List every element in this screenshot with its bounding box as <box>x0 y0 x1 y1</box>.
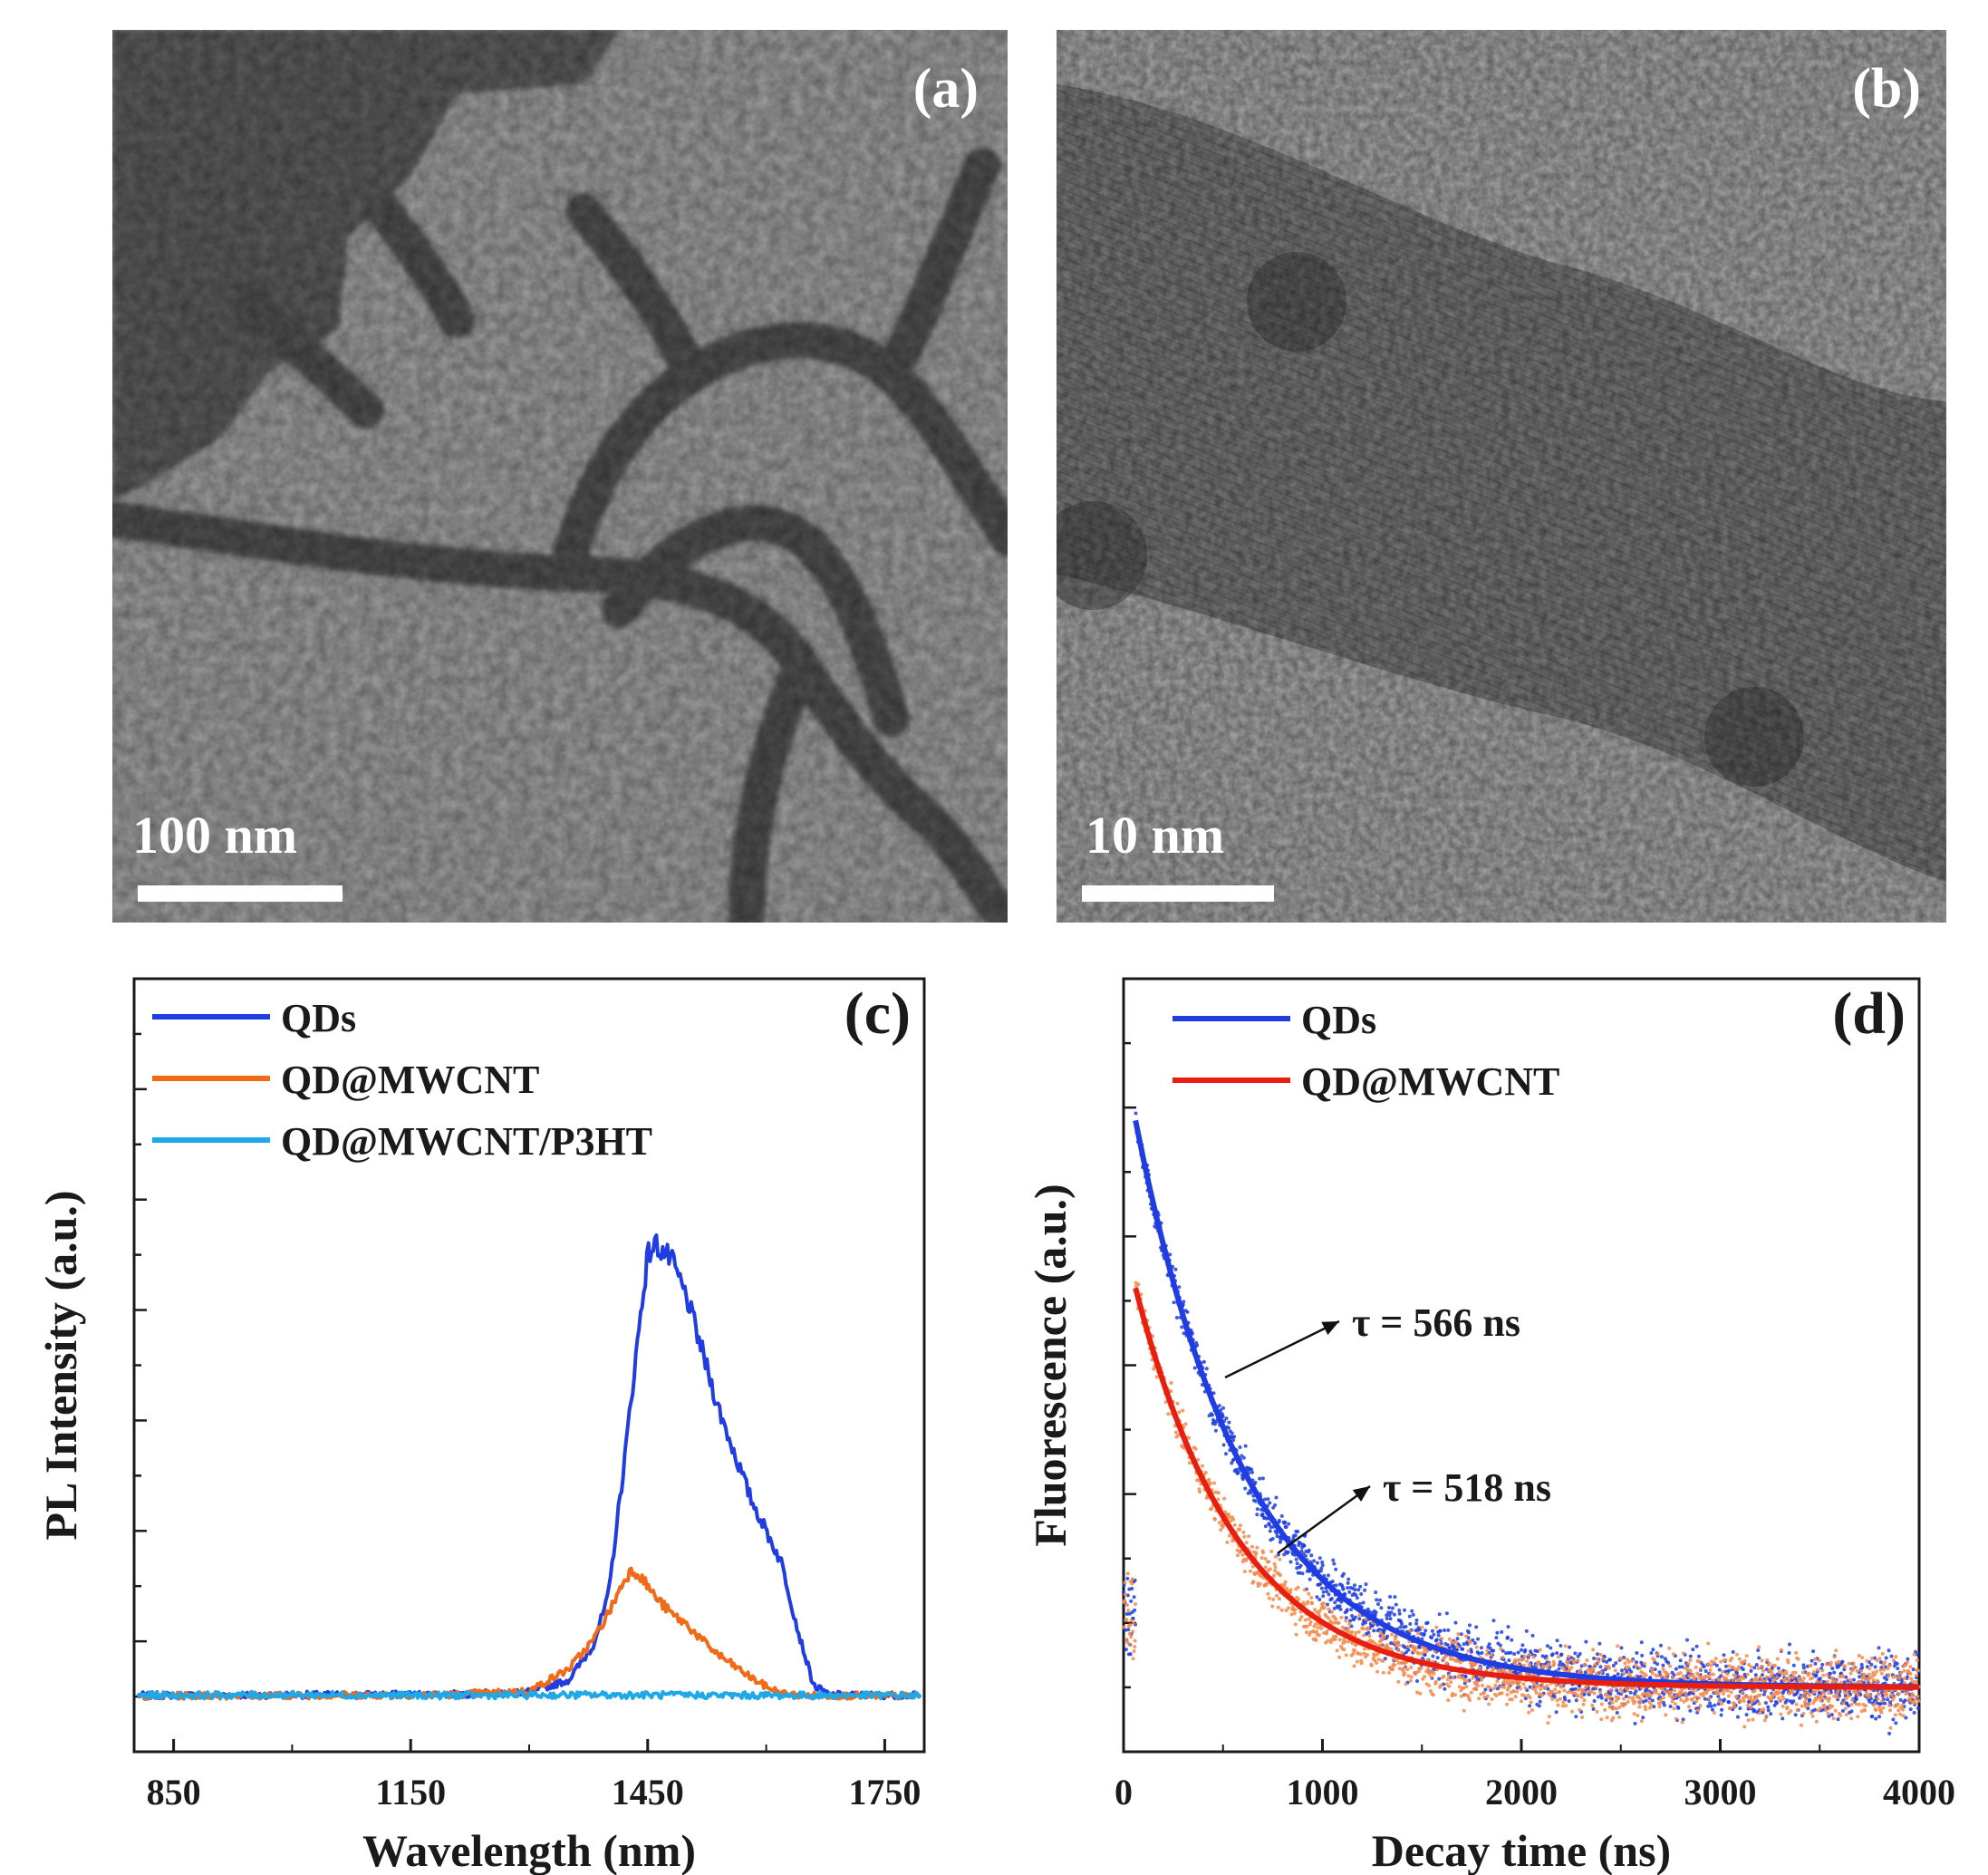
panel-label-a: (a) <box>912 58 979 120</box>
legend-label: QD@MWCNT <box>281 1058 539 1102</box>
scatter-points <box>1122 1111 1921 1735</box>
scale-bar-label-a: 100 nm <box>132 806 298 865</box>
tem-texture-b <box>1057 30 1946 923</box>
legend-label: QDs <box>281 996 356 1040</box>
panel-label-d: (d) <box>1832 981 1906 1047</box>
x-tick-label: 1750 <box>848 1772 921 1812</box>
y-axis-label: PL Intensity (a.u.) <box>35 1190 86 1540</box>
series-line <box>138 1566 922 1701</box>
x-tick-label: 3000 <box>1684 1772 1757 1812</box>
x-tick-label: 2000 <box>1485 1772 1558 1812</box>
legend-label: QD@MWCNT <box>1301 1059 1559 1104</box>
y-axis-label: Fluorescence (a.u.) <box>1025 1184 1076 1546</box>
chart-c: 850 1150 1450 1750 Wavelength (nm) PL Intensi… <box>0 961 1006 1875</box>
series-line <box>136 1689 922 1701</box>
chart-c-svg: 850 1150 1450 1750 Wavelength (nm) PL Intensi… <box>35 977 926 1875</box>
panel-label-c: (c) <box>844 981 911 1047</box>
annotation-arrowhead <box>1352 1486 1370 1503</box>
tem-image-a: (a) 100 nm <box>112 30 1008 923</box>
chart-d: 0 1000 2000 3000 4000 Decay time (ns) Fluoresc… <box>1006 961 1988 1875</box>
series-line <box>136 1233 922 1701</box>
tem-texture-a <box>112 30 1008 923</box>
fit-line <box>1133 1119 1919 1690</box>
legend-label: QD@MWCNT/P3HT <box>281 1119 652 1164</box>
tau-annotation: τ = 566 ns <box>1352 1300 1520 1345</box>
x-axis-label: Wavelength (nm) <box>362 1825 696 1875</box>
fit-line <box>1133 1287 1919 1690</box>
x-tick-label: 1000 <box>1287 1772 1359 1812</box>
annotation-arrowhead <box>1321 1321 1339 1336</box>
scale-bar-a <box>138 885 343 902</box>
x-tick-label: 0 <box>1115 1772 1133 1812</box>
x-tick-label: 4000 <box>1883 1772 1955 1812</box>
annotation-arrow <box>1277 1484 1371 1555</box>
scale-bar-label-b: 10 nm <box>1086 806 1225 865</box>
tem-image-b: (b) 10 nm <box>1057 30 1946 923</box>
panel-label-b: (b) <box>1852 58 1921 120</box>
scale-bar-b <box>1082 885 1274 902</box>
x-tick-label: 1450 <box>612 1772 684 1812</box>
legend-label: QDs <box>1301 998 1376 1042</box>
chart-d-svg: 0 1000 2000 3000 4000 Decay time (ns) Fluoresc… <box>1025 977 1955 1875</box>
tau-annotation: τ = 518 ns <box>1383 1465 1551 1510</box>
x-axis-label: Decay time (ns) <box>1372 1825 1671 1875</box>
annotation-arrow <box>1224 1319 1340 1379</box>
x-tick-label: 850 <box>147 1772 201 1812</box>
x-tick-label: 1150 <box>375 1772 446 1812</box>
